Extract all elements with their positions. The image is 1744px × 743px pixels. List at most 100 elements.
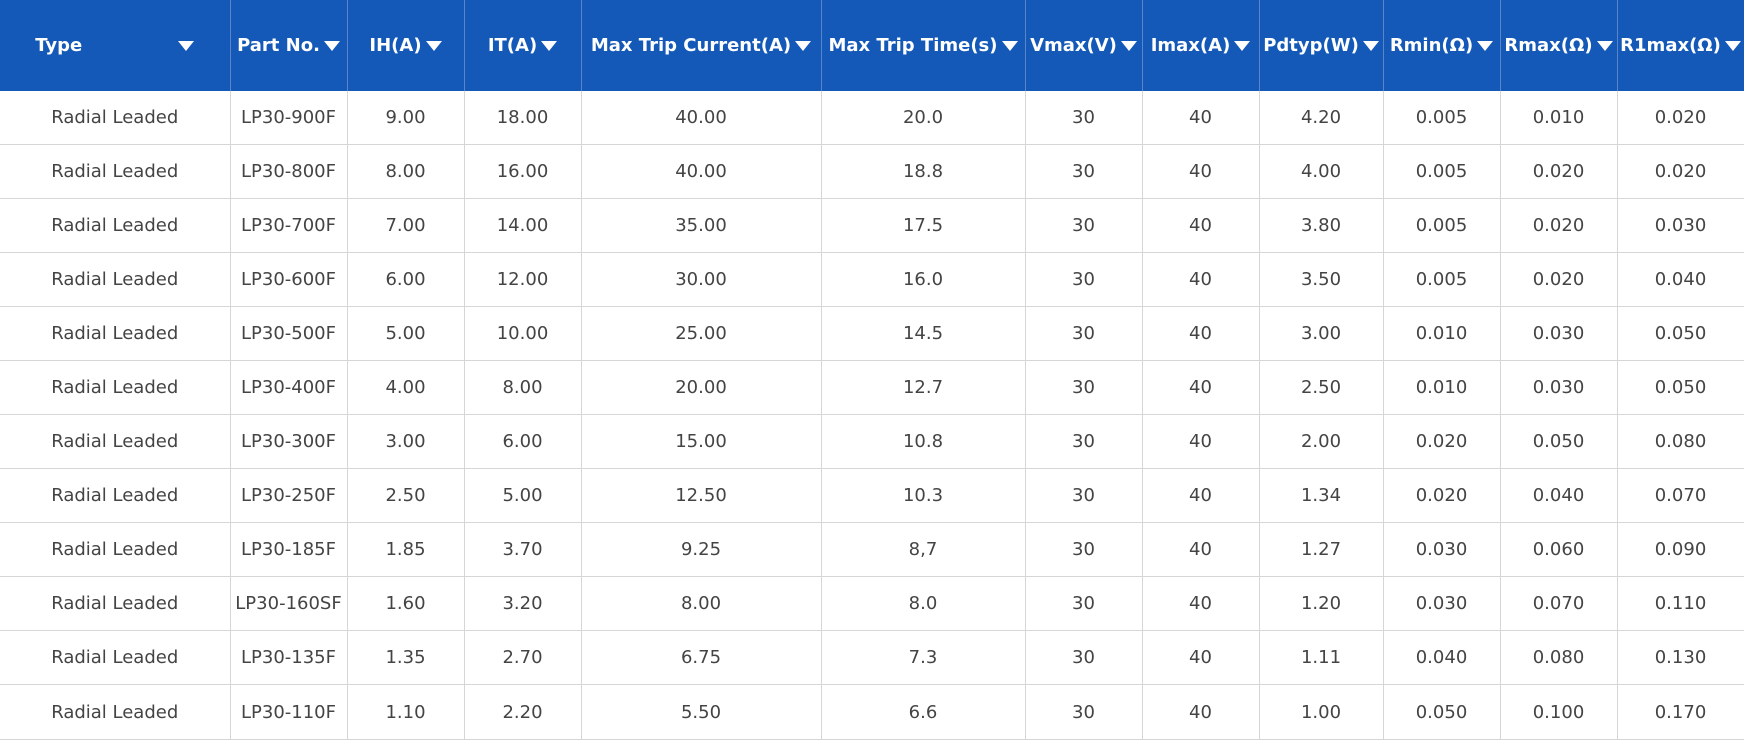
header-row: Type Part No. IH(A) IT(A) Max Trip Current(A… xyxy=(0,0,1744,91)
cell-rmax: 0.050 xyxy=(1500,414,1618,469)
table-header: Type Part No. IH(A) IT(A) Max Trip Current(A… xyxy=(0,0,1744,91)
cell-imax: 40 xyxy=(1142,630,1260,685)
cell-ih: 5.00 xyxy=(347,306,465,361)
cell-rmin: 0.010 xyxy=(1383,306,1501,361)
column-header-label: Max Trip Current(A) xyxy=(590,35,792,56)
column-header-vmax[interactable]: Vmax(V) xyxy=(1025,0,1143,91)
column-header-content: Max Trip Time(s) xyxy=(822,0,1025,91)
cell-part-no: LP30-900F xyxy=(230,91,348,145)
table-row: Radial Leaded LP30-900F 9.00 18.00 40.00 20.0… xyxy=(0,91,1744,145)
caret-down-icon[interactable] xyxy=(541,40,558,51)
table-row: Radial Leaded LP30-160SF 1.60 3.20 8.00 8.0 30… xyxy=(0,576,1744,631)
cell-max-trip-time: 10.8 xyxy=(821,414,1026,469)
cell-pdtyp: 1.34 xyxy=(1259,468,1384,523)
cell-max-trip-current: 8.00 xyxy=(581,576,822,631)
cell-type: Radial Leaded xyxy=(0,360,231,415)
caret-down-icon[interactable] xyxy=(323,40,340,51)
cell-rmin: 0.050 xyxy=(1383,684,1501,740)
cell-rmin: 0.005 xyxy=(1383,198,1501,253)
caret-down-icon[interactable] xyxy=(1120,40,1137,51)
cell-rmax: 0.020 xyxy=(1500,198,1618,253)
cell-imax: 40 xyxy=(1142,91,1260,145)
column-header-max-trip-time[interactable]: Max Trip Time(s) xyxy=(821,0,1026,91)
cell-r1max: 0.110 xyxy=(1617,576,1744,631)
cell-max-trip-time: 8,7 xyxy=(821,522,1026,577)
cell-vmax: 30 xyxy=(1025,91,1143,145)
cell-ih: 7.00 xyxy=(347,198,465,253)
column-header-content: IH(A) xyxy=(348,0,464,91)
column-header-content: Part No. xyxy=(231,0,347,91)
cell-max-trip-current: 6.75 xyxy=(581,630,822,685)
caret-down-icon[interactable] xyxy=(178,40,195,51)
cell-imax: 40 xyxy=(1142,306,1260,361)
column-header-label: Imax(A) xyxy=(1150,35,1231,56)
cell-ih: 3.00 xyxy=(347,414,465,469)
cell-pdtyp: 2.50 xyxy=(1259,360,1384,415)
table-row: Radial Leaded LP30-135F 1.35 2.70 6.75 7.3 30 4… xyxy=(0,630,1744,685)
cell-ih: 8.00 xyxy=(347,144,465,199)
column-header-pdtyp[interactable]: Pdtyp(W) xyxy=(1259,0,1384,91)
table-row: Radial Leaded LP30-700F 7.00 14.00 35.00 17.5… xyxy=(0,198,1744,253)
caret-down-icon[interactable] xyxy=(1001,40,1018,51)
cell-type: Radial Leaded xyxy=(0,91,231,145)
cell-ih: 1.60 xyxy=(347,576,465,631)
cell-type: Radial Leaded xyxy=(0,522,231,577)
cell-type: Radial Leaded xyxy=(0,684,231,740)
cell-rmax: 0.100 xyxy=(1500,684,1618,740)
column-header-content: Type xyxy=(0,0,229,91)
column-header-imax[interactable]: Imax(A) xyxy=(1142,0,1260,91)
cell-it: 3.20 xyxy=(464,576,582,631)
cell-max-trip-current: 5.50 xyxy=(581,684,822,740)
cell-part-no: LP30-600F xyxy=(230,252,348,307)
caret-down-icon[interactable] xyxy=(425,40,442,51)
caret-down-icon[interactable] xyxy=(1362,40,1379,51)
column-header-label: R1max(Ω) xyxy=(1620,35,1721,56)
caret-down-icon[interactable] xyxy=(795,40,812,51)
cell-type: Radial Leaded xyxy=(0,306,231,361)
cell-vmax: 30 xyxy=(1025,306,1143,361)
cell-vmax: 30 xyxy=(1025,198,1143,253)
caret-down-icon[interactable] xyxy=(1596,40,1613,51)
cell-rmax: 0.030 xyxy=(1500,360,1618,415)
caret-down-icon[interactable] xyxy=(1234,40,1251,51)
column-header-label: Vmax(V) xyxy=(1030,35,1117,56)
cell-type: Radial Leaded xyxy=(0,252,231,307)
cell-ih: 6.00 xyxy=(347,252,465,307)
cell-it: 2.20 xyxy=(464,684,582,740)
cell-max-trip-time: 18.8 xyxy=(821,144,1026,199)
column-header-label: Rmax(Ω) xyxy=(1504,35,1593,56)
cell-ih: 2.50 xyxy=(347,468,465,523)
cell-imax: 40 xyxy=(1142,684,1260,740)
cell-r1max: 0.080 xyxy=(1617,414,1744,469)
column-header-r1max[interactable]: R1max(Ω) xyxy=(1617,0,1744,91)
caret-down-icon[interactable] xyxy=(1477,40,1494,51)
table-row: Radial Leaded LP30-300F 3.00 6.00 15.00 10.8 3… xyxy=(0,414,1744,469)
cell-it: 18.00 xyxy=(464,91,582,145)
cell-max-trip-time: 12.7 xyxy=(821,360,1026,415)
cell-rmin: 0.030 xyxy=(1383,576,1501,631)
column-header-type[interactable]: Type xyxy=(0,0,231,91)
cell-it: 16.00 xyxy=(464,144,582,199)
column-header-rmin[interactable]: Rmin(Ω) xyxy=(1383,0,1501,91)
column-header-ih[interactable]: IH(A) xyxy=(347,0,465,91)
cell-part-no: LP30-110F xyxy=(230,684,348,740)
column-header-part-no[interactable]: Part No. xyxy=(230,0,348,91)
cell-rmin: 0.005 xyxy=(1383,252,1501,307)
cell-it: 2.70 xyxy=(464,630,582,685)
table-body: Radial Leaded LP30-900F 9.00 18.00 40.00 20.0… xyxy=(0,91,1744,740)
cell-part-no: LP30-500F xyxy=(230,306,348,361)
cell-vmax: 30 xyxy=(1025,144,1143,199)
cell-pdtyp: 4.00 xyxy=(1259,144,1384,199)
table-row: Radial Leaded LP30-500F 5.00 10.00 25.00 14.5… xyxy=(0,306,1744,361)
column-header-max-trip-current[interactable]: Max Trip Current(A) xyxy=(581,0,822,91)
column-header-content: Rmin(Ω) xyxy=(1384,0,1500,91)
caret-down-icon[interactable] xyxy=(1724,40,1741,51)
cell-pdtyp: 1.00 xyxy=(1259,684,1384,740)
cell-rmax: 0.020 xyxy=(1500,252,1618,307)
column-header-rmax[interactable]: Rmax(Ω) xyxy=(1500,0,1618,91)
cell-max-trip-time: 17.5 xyxy=(821,198,1026,253)
column-header-it[interactable]: IT(A) xyxy=(464,0,582,91)
column-header-content: IT(A) xyxy=(465,0,581,91)
column-header-content: Imax(A) xyxy=(1143,0,1259,91)
column-header-label: Part No. xyxy=(237,35,320,56)
